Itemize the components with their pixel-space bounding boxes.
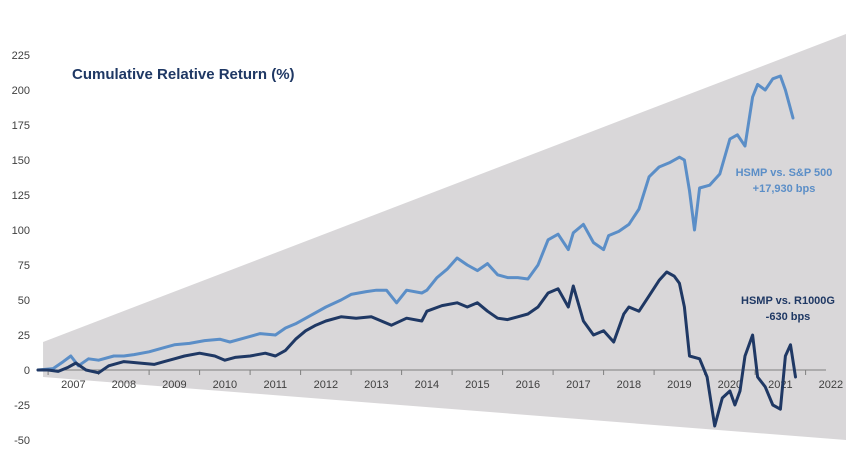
x-tick-label: 2010 bbox=[213, 379, 237, 391]
y-tick-label: 200 bbox=[12, 85, 30, 97]
annotation-sp500-label: HSMP vs. S&P 500 bbox=[736, 167, 833, 179]
x-tick-label: 2008 bbox=[112, 379, 136, 391]
x-tick-label: 2020 bbox=[718, 379, 742, 391]
y-axis: -50 -25 0 25 50 75 100 125 150 175 200 225 bbox=[12, 50, 30, 447]
annotation-r1000g-label: HSMP vs. R1000G bbox=[741, 295, 835, 307]
y-tick-label: 125 bbox=[12, 190, 30, 202]
y-tick-label: 0 bbox=[24, 365, 30, 377]
x-tick-label: 2011 bbox=[264, 379, 288, 391]
x-tick-label: 2014 bbox=[415, 379, 439, 391]
x-tick-label: 2017 bbox=[566, 379, 590, 391]
y-tick-label: 50 bbox=[18, 295, 30, 307]
x-tick-label: 2015 bbox=[465, 379, 489, 391]
y-tick-label: 25 bbox=[18, 330, 30, 342]
y-tick-label: 175 bbox=[12, 120, 30, 132]
x-tick-label: 2012 bbox=[314, 379, 338, 391]
series-line-r1000g bbox=[36, 270, 797, 428]
y-tick-label: 75 bbox=[18, 260, 30, 272]
y-tick-label: 150 bbox=[12, 155, 30, 167]
y-tick-label: 100 bbox=[12, 225, 30, 237]
x-tick-label: 2009 bbox=[162, 379, 186, 391]
x-tick-label: 2007 bbox=[61, 379, 85, 391]
y-tick-label: -50 bbox=[14, 435, 30, 447]
annotation-sp500-value: +17,930 bps bbox=[753, 183, 816, 195]
chart-title: Cumulative Relative Return (%) bbox=[72, 66, 295, 83]
x-tick-label: 2016 bbox=[516, 379, 540, 391]
x-tick-label: 2013 bbox=[364, 379, 388, 391]
x-axis: 2007 2008 2009 2010 2011 2012 2013 2014 2015 2016… bbox=[47, 370, 843, 391]
x-tick-label: 2022 bbox=[819, 379, 843, 391]
x-tick-label: 2021 bbox=[768, 379, 792, 391]
series-line-sp500 bbox=[36, 74, 795, 372]
x-tick-label: 2019 bbox=[667, 379, 691, 391]
series-layer bbox=[36, 74, 797, 428]
y-tick-label: -25 bbox=[14, 400, 30, 412]
x-tick-label: 2018 bbox=[617, 379, 641, 391]
y-tick-label: 225 bbox=[12, 50, 30, 62]
annotation-r1000g-value: -630 bps bbox=[766, 311, 811, 323]
